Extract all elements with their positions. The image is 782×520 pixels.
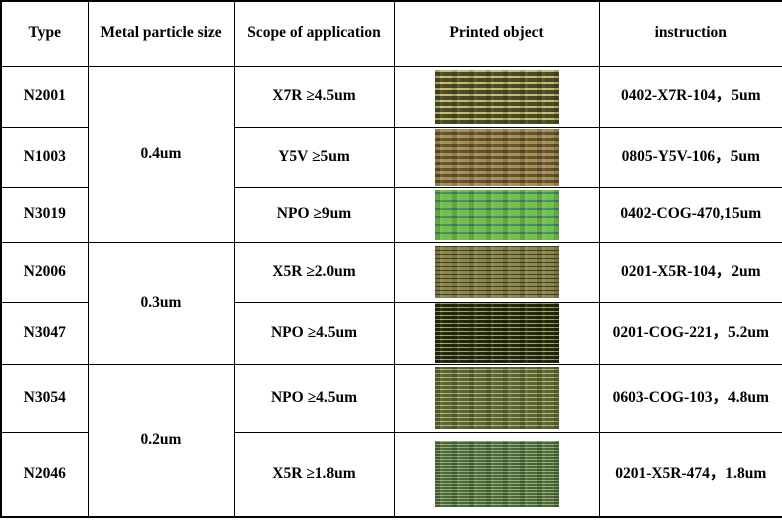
type-cell: N1003	[0, 126, 89, 188]
printed-object-cell	[393, 301, 600, 365]
instruction-cell: 0603-COG-103，4.8um	[598, 363, 782, 433]
type-cell: N3019	[0, 186, 89, 243]
metal-size-cell: 0.3um	[87, 241, 235, 365]
type-cell: N2006	[0, 241, 89, 303]
col-header-printed-object: Printed object	[393, 0, 600, 67]
printed-object-image	[434, 69, 559, 124]
printed-object-cell	[393, 363, 600, 433]
type-cell: N3047	[0, 301, 89, 365]
instruction-cell: 0201-COG-221，5.2um	[598, 301, 782, 365]
scope-cell: NPO ≥4.5um	[233, 363, 395, 433]
printed-object-image	[434, 303, 559, 363]
instruction-cell: 0805-Y5V-106，5um	[598, 126, 782, 188]
scope-cell: NPO ≥4.5um	[233, 301, 395, 365]
printed-object-image	[434, 441, 559, 508]
printed-object-image	[434, 128, 559, 186]
scope-cell: X5R ≥2.0um	[233, 241, 395, 303]
printed-object-cell	[393, 431, 600, 518]
table-row: N2046 X5R ≥1.8um 0201-X5R-474，1.8um	[0, 431, 782, 518]
table-row: N2001 0.4um X7R ≥4.5um 0402-X7R-104，5um	[0, 65, 782, 243]
scope-cell: X7R ≥4.5um	[233, 65, 395, 128]
metal-size-cell: 0.2um	[87, 363, 235, 518]
col-header-instruction: instruction	[598, 0, 782, 67]
metal-size-cell: 0.4um	[87, 65, 235, 243]
table-row: N2006 0.3um X5R ≥2.0um 0201-X5R-104，2um	[0, 241, 782, 365]
table-row: N3054 0.2um NPO ≥4.5um 0603-COG-103，4.8u…	[0, 363, 782, 518]
instruction-cell: 0201-X5R-104，2um	[598, 241, 782, 303]
table-row: N3047 NPO ≥4.5um 0201-COG-221，5.2um	[0, 301, 782, 365]
col-header-metal-particle-size: Metal particle size	[87, 0, 235, 67]
printed-object-image	[434, 246, 559, 298]
type-cell: N3054	[0, 363, 89, 433]
instruction-cell: 0201-X5R-474，1.8um	[598, 431, 782, 518]
type-cell: N2001	[0, 65, 89, 128]
scope-cell: Y5V ≥5um	[233, 126, 395, 188]
printed-object-cell	[393, 186, 600, 243]
printed-object-cell	[393, 241, 600, 303]
col-header-scope-of-application: Scope of application	[233, 0, 395, 67]
instruction-cell: 0402-COG-470,15um	[598, 186, 782, 243]
header-row: Type Metal particle size Scope of applic…	[0, 0, 782, 67]
printed-object-image	[434, 189, 559, 240]
scope-cell: NPO ≥9um	[233, 186, 395, 243]
col-header-type: Type	[0, 0, 89, 67]
instruction-cell: 0402-X7R-104，5um	[598, 65, 782, 128]
printed-object-cell	[393, 65, 600, 128]
printed-object-cell	[393, 126, 600, 188]
table-row: N3019 NPO ≥9um 0402-COG-470,15um	[0, 186, 782, 243]
scope-cell: X5R ≥1.8um	[233, 431, 395, 518]
printed-object-image	[434, 367, 559, 429]
type-cell: N2046	[0, 431, 89, 518]
